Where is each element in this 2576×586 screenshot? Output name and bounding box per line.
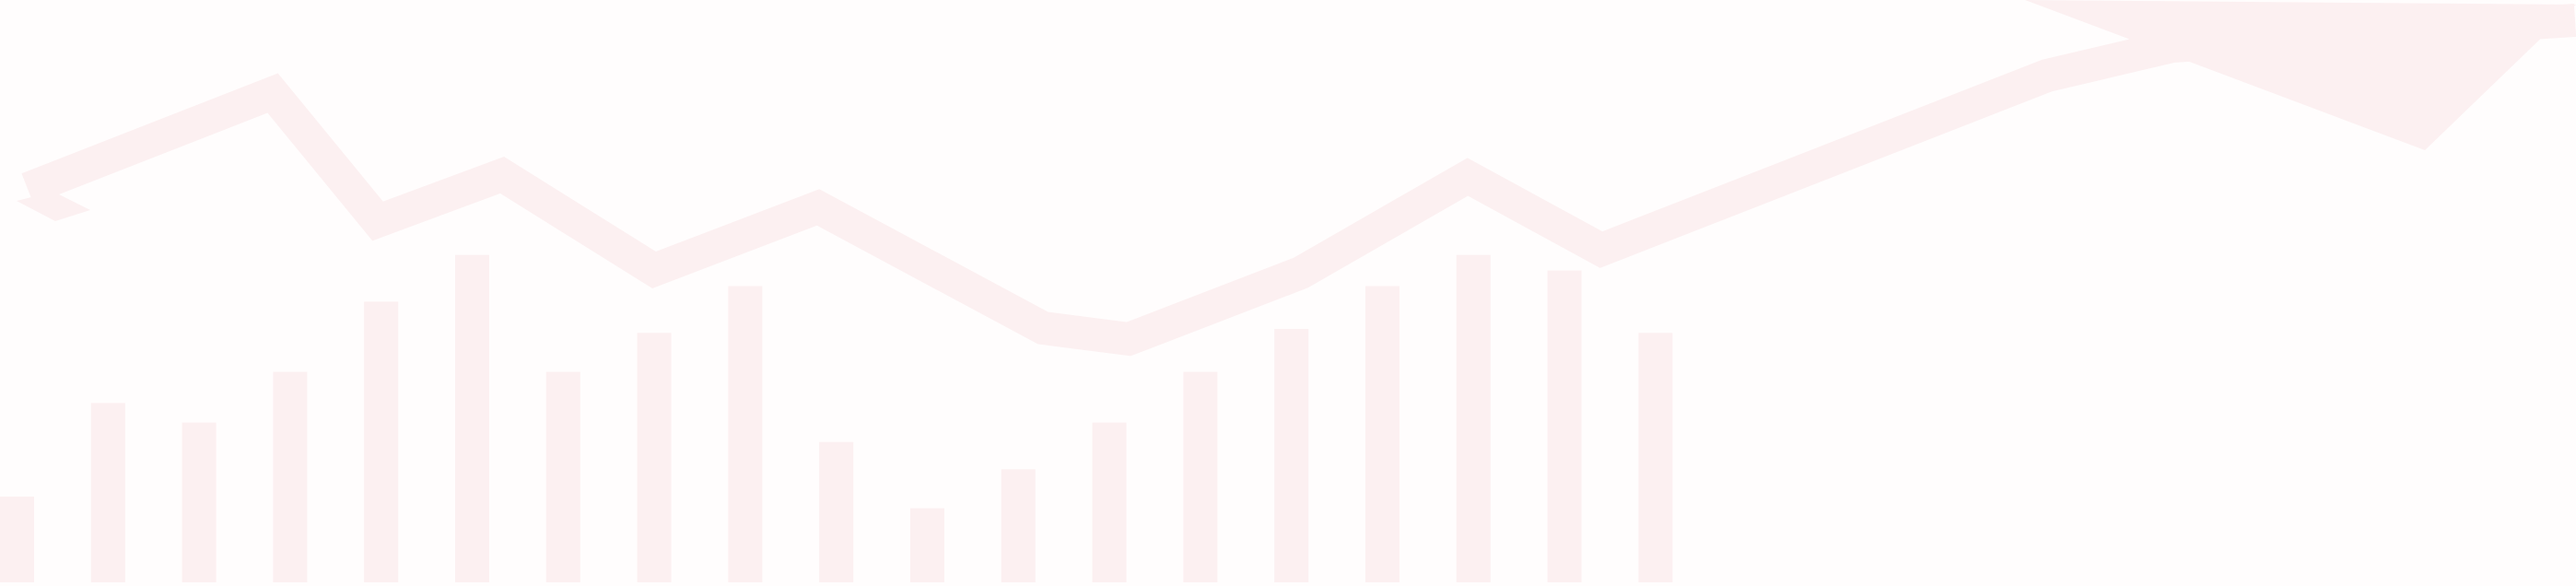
bar <box>0 496 34 582</box>
bar <box>1638 333 1673 582</box>
trend-line <box>21 4 2576 357</box>
arrow-head-icon <box>2025 0 2576 150</box>
bar <box>273 371 308 582</box>
bar <box>1274 329 1309 582</box>
bar <box>728 286 763 582</box>
trend-line-tail <box>17 192 90 221</box>
bar <box>910 508 944 582</box>
bar <box>545 371 580 582</box>
bar <box>181 422 217 582</box>
bar <box>1547 270 1582 582</box>
bar <box>819 441 854 582</box>
bar <box>1365 286 1399 582</box>
bar <box>90 403 125 582</box>
bar <box>1456 254 1491 582</box>
bar <box>1001 469 1036 582</box>
bar <box>455 254 489 582</box>
bar <box>1092 422 1127 582</box>
bar <box>364 301 399 582</box>
bars-group <box>0 254 1673 582</box>
bar <box>637 333 672 582</box>
bar <box>1183 371 1218 582</box>
